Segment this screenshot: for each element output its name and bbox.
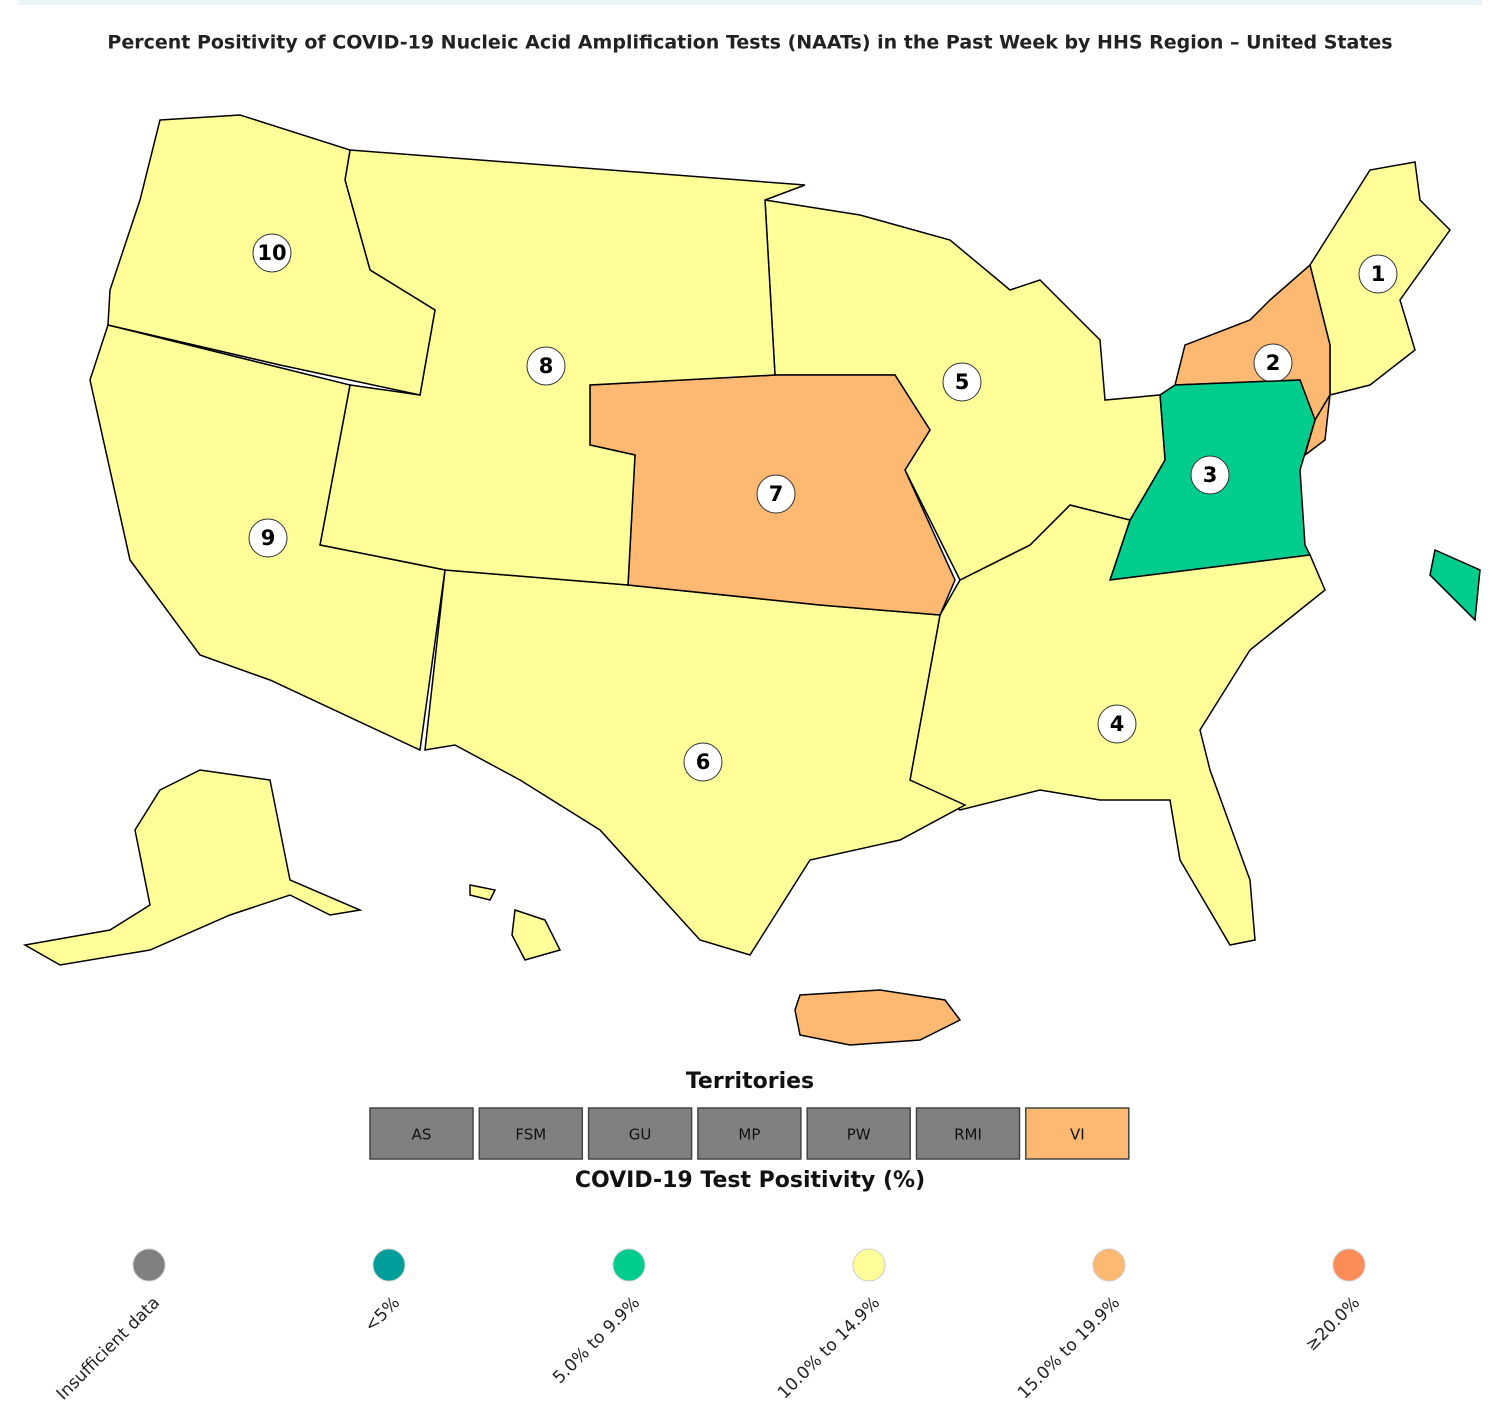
region-badge	[252, 233, 292, 273]
region-label: 3	[1203, 463, 1218, 487]
region: 6	[424, 569, 967, 956]
territory-box	[587, 1107, 693, 1160]
legend-label: <5%	[361, 1293, 404, 1336]
legend-swatch	[1332, 1248, 1366, 1282]
region-shape	[511, 908, 562, 961]
region-label: 4	[1110, 712, 1125, 736]
region-badge	[1097, 704, 1137, 744]
legend-label: 15.0% to 19.9%	[1014, 1293, 1124, 1403]
territory-label: AS	[412, 1126, 432, 1144]
territory-box	[697, 1107, 802, 1160]
territory-box	[478, 1107, 584, 1160]
region-shape	[469, 884, 497, 901]
region-badge	[1358, 254, 1398, 294]
territory-label: RMI	[954, 1126, 982, 1144]
territory-box	[369, 1107, 474, 1160]
region-badge	[683, 742, 723, 782]
territory-box	[1025, 1107, 1130, 1160]
region-badge	[248, 518, 288, 558]
top-strip	[18, 0, 1482, 5]
region-badge	[526, 346, 566, 386]
region: 9	[89, 324, 562, 961]
legend-label: Insufficient data	[53, 1293, 164, 1404]
region-badge	[942, 362, 982, 402]
region: 1	[1309, 161, 1451, 396]
region-label: 2	[1266, 351, 1281, 375]
legend-label: 5.0% to 9.9%	[549, 1293, 644, 1388]
region-label: 6	[696, 750, 711, 774]
region-badge	[1190, 455, 1230, 495]
legend-swatch	[1092, 1248, 1126, 1282]
region: 8	[319, 149, 806, 586]
region-label: 1	[1371, 262, 1386, 286]
region-label: 9	[261, 526, 276, 550]
region: 5	[764, 199, 1166, 582]
region-label: 5	[955, 370, 970, 394]
region: 10	[22, 114, 436, 966]
region: 7	[589, 374, 956, 616]
legend-label: 10.0% to 14.9%	[774, 1293, 884, 1403]
legend-title: COVID-19 Test Positivity (%)	[575, 1168, 925, 1193]
legend-swatch	[612, 1248, 646, 1282]
region-shape	[794, 989, 962, 1046]
map-title: Percent Positivity of COVID-19 Nucleic A…	[107, 32, 1392, 54]
legend-label: ≥20.0%	[1302, 1293, 1364, 1355]
region-badge	[756, 474, 796, 514]
region: 3	[1108, 379, 1481, 622]
legend-swatch	[372, 1248, 406, 1282]
region-label: 10	[257, 241, 286, 265]
region-shape	[22, 769, 363, 966]
region-label: 7	[769, 482, 784, 506]
legend-swatch	[132, 1248, 166, 1282]
territory-box	[806, 1107, 911, 1160]
territory-label: GU	[629, 1126, 652, 1144]
region: 2	[794, 263, 1331, 1046]
territory-label: PW	[847, 1126, 871, 1144]
territories-title: Territories	[686, 1069, 814, 1094]
region-shape	[1429, 548, 1481, 622]
territory-label: MP	[738, 1126, 760, 1144]
territory-label: FSM	[515, 1126, 546, 1144]
territory-box	[915, 1107, 1021, 1160]
region-label: 8	[539, 354, 554, 378]
territory-label: VI	[1070, 1126, 1085, 1144]
region: 4	[909, 504, 1326, 946]
legend-swatch	[852, 1248, 886, 1282]
